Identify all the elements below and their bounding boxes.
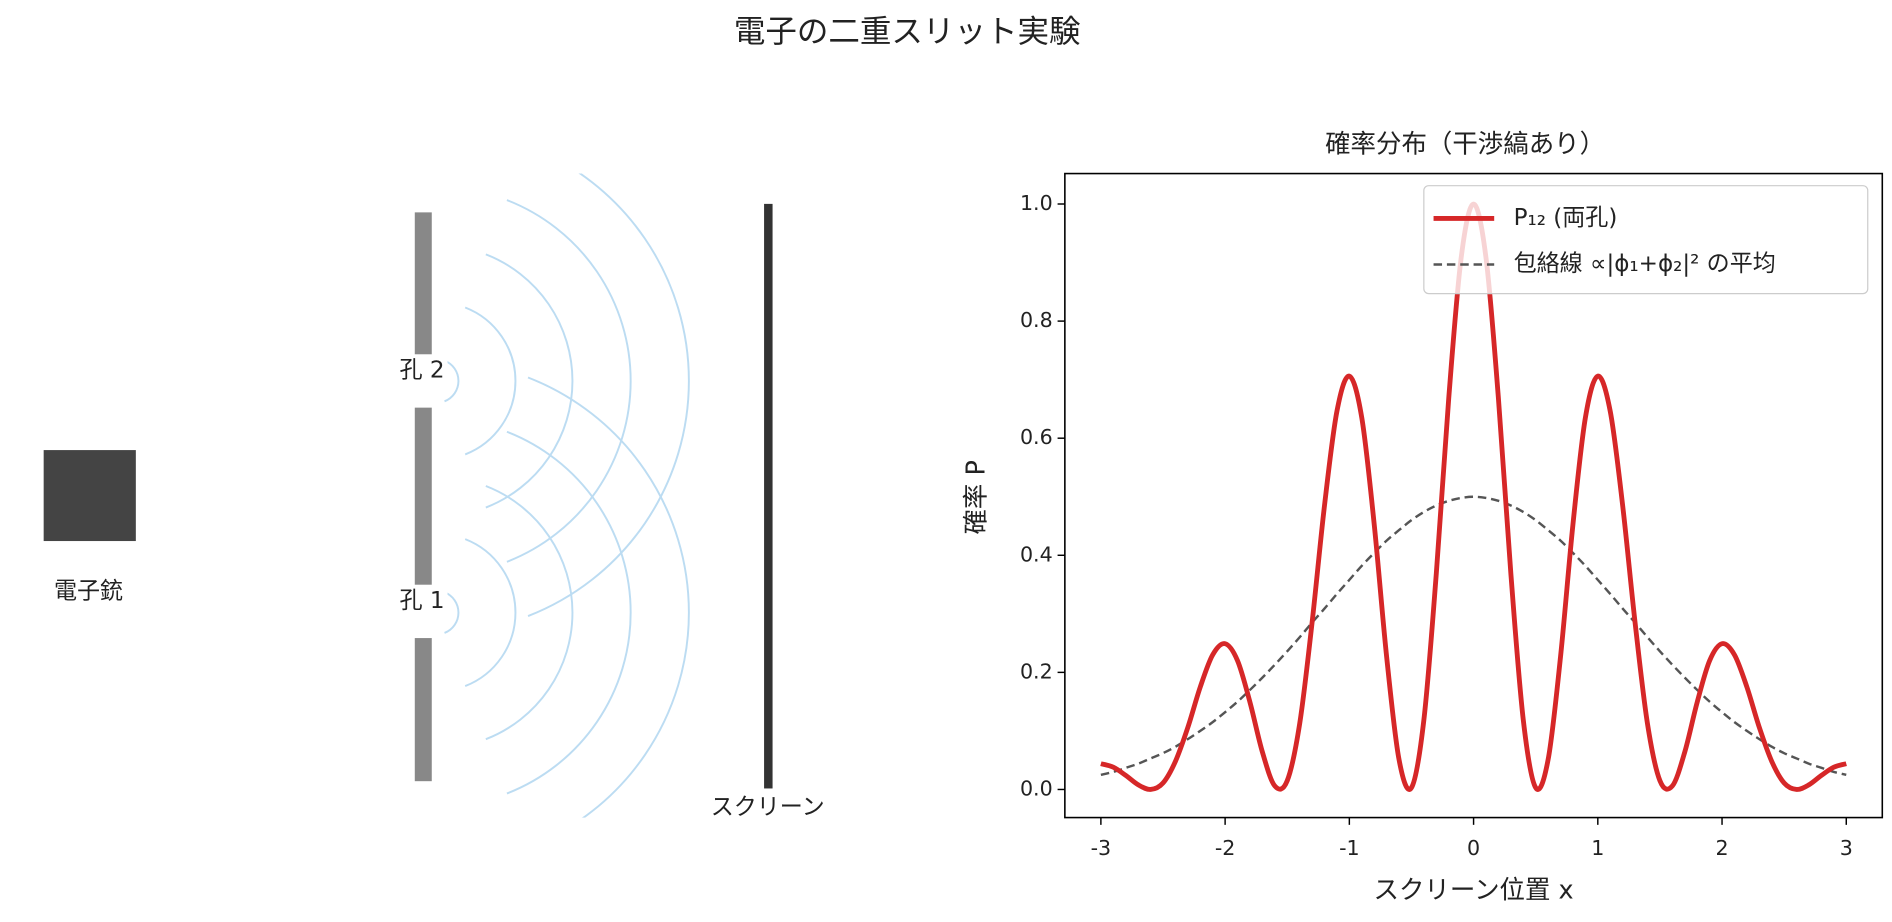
label-bg [399,584,448,619]
wave-arc [444,591,460,634]
barrier [414,212,432,356]
legend-box [1423,185,1869,295]
diagram: 電子銃 孔 2 孔 1 スクリーン [43,173,825,820]
chart: 確率分布（干渉縞あり） スクリーン位置 x 確率 P -3 -2 -1 0 1 2 3 0.0… [962,130,1884,906]
slit-label: 孔 2 [400,358,445,384]
wave-arc [444,359,460,403]
wave-arc [527,376,690,818]
wave-arc [506,430,632,795]
electron-gun [43,450,136,542]
x-tick-label: -3 [1091,836,1112,860]
y-tick-label: 0.8 [1020,308,1053,332]
barrier [414,407,432,586]
y-tick-label: 0.0 [1020,776,1053,800]
wave-arc [485,485,574,741]
x-tick-label: 2 [1715,836,1728,860]
x-tick-label: 1 [1591,836,1604,860]
chart-title: 確率分布（干渉縞あり） [1325,130,1605,160]
screen [764,203,773,789]
slit-label: 孔 1 [400,588,445,614]
legend-label: 包絡線 ∝|ϕ₁+ϕ₂|² の平均 [1514,251,1776,277]
x-tick-label: -1 [1339,836,1360,860]
screen-label: スクリーン [711,794,825,820]
barrier [414,638,432,782]
wave-arc [485,253,574,509]
figure-title: 電子の二重スリット実験 [734,14,1081,50]
x-axis-label: スクリーン位置 x [1374,876,1574,906]
x-tick-label: 0 [1467,836,1480,860]
wave-arc [464,538,517,687]
wave-arc [527,173,690,617]
y-tick-label: 0.4 [1020,542,1053,566]
waves [444,173,690,818]
legend-label: P₁₂ (両孔) [1514,205,1618,231]
y-tick-label: 0.6 [1020,425,1053,449]
wave-arc [506,199,632,563]
gun-label: 電子銃 [54,578,123,604]
x-tick-label: -2 [1215,836,1236,860]
x-tick-label: 3 [1840,836,1853,860]
y-tick-label: 0.2 [1020,659,1053,683]
y-tick-label: 1.0 [1020,191,1053,215]
wave-arc [464,306,517,456]
data-line [1100,495,1847,777]
y-axis-label: 確率 P [962,460,992,534]
label-bg [399,354,448,389]
